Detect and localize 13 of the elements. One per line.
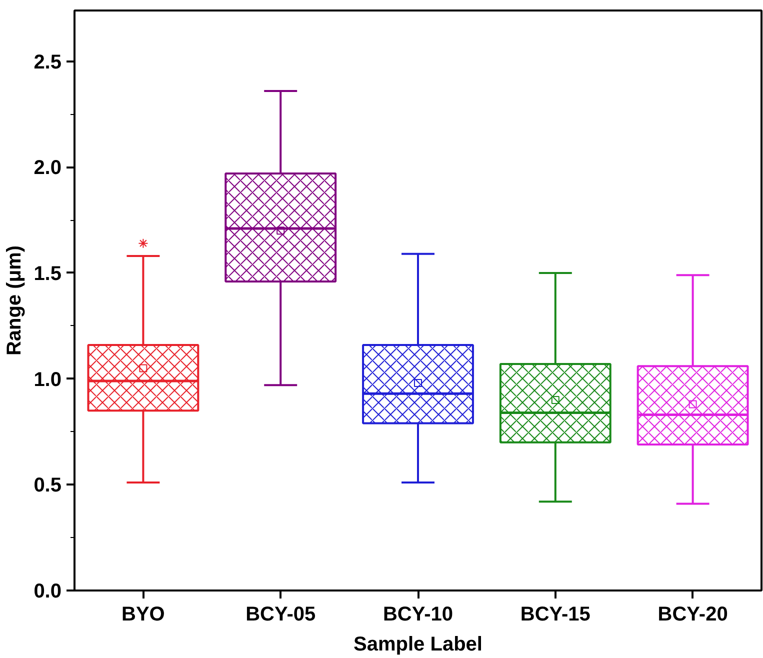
x-tick-label: BCY-05 bbox=[246, 604, 316, 626]
x-axis-title: Sample Label bbox=[354, 634, 482, 656]
y-tick-label: 0.0 bbox=[34, 580, 62, 602]
y-tick-label: 2.5 bbox=[34, 51, 62, 74]
x-tick-label: BYO bbox=[122, 604, 165, 626]
y-tick-label: 2.0 bbox=[34, 157, 62, 180]
x-tick-label: BCY-20 bbox=[658, 604, 728, 626]
y-tick-label: 1.0 bbox=[34, 368, 62, 391]
y-tick-label: 0.5 bbox=[34, 474, 62, 497]
x-tick-label: BCY-10 bbox=[382, 604, 454, 626]
y-tick-label: 1.5 bbox=[34, 262, 62, 285]
x-tick-label: BCY-15 bbox=[520, 604, 590, 626]
y-axis-title: Range (μm) bbox=[4, 245, 26, 356]
